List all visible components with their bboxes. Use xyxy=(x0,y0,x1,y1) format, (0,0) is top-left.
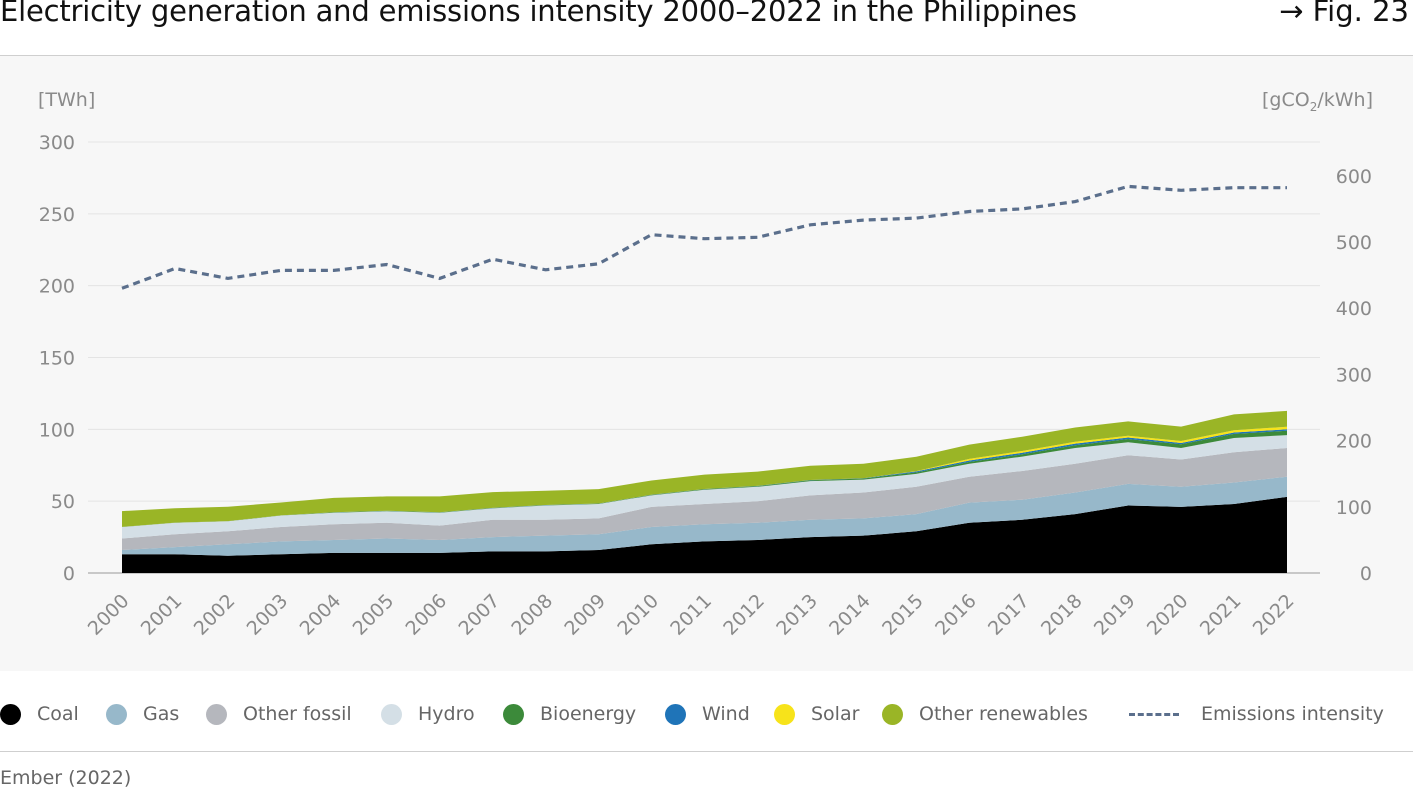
x-tick-label: 2020 xyxy=(1143,590,1193,640)
page-title: Electricity generation and emissions int… xyxy=(0,0,1077,28)
left-tick-label: 50 xyxy=(51,491,75,513)
left-tick-label: 150 xyxy=(39,348,75,370)
x-tick-label: 2008 xyxy=(507,590,557,640)
left-tick-label: 250 xyxy=(39,204,75,226)
figure-reference: → Fig. 23 xyxy=(1279,0,1409,28)
dashed-line-icon xyxy=(1129,712,1179,716)
legend-item-solar: Solar xyxy=(774,697,859,731)
x-tick-label: 2001 xyxy=(137,590,187,640)
right-tick-label: 500 xyxy=(1336,232,1372,254)
left-tick-label: 100 xyxy=(39,419,75,441)
circle-swatch-icon xyxy=(882,703,903,725)
x-tick-label: 2014 xyxy=(825,590,875,640)
right-tick-label: 0 xyxy=(1360,563,1372,585)
x-tick-label: 2013 xyxy=(772,590,822,640)
x-tick-label: 2006 xyxy=(402,590,452,640)
legend-label: Bioenergy xyxy=(540,703,637,725)
other_fossil-area xyxy=(122,448,1287,550)
circle-swatch-icon xyxy=(106,703,127,725)
legend-label: Solar xyxy=(811,703,860,725)
circle-swatch-icon xyxy=(0,703,21,725)
legend-item-wind: Wind xyxy=(665,697,750,731)
circle-swatch-icon xyxy=(665,703,686,725)
x-tick-label: 2002 xyxy=(190,590,240,640)
emissions-intensity-line xyxy=(121,184,1287,290)
left-tick-label: 300 xyxy=(39,132,75,154)
header: Electricity generation and emissions int… xyxy=(0,0,1413,34)
hydro-area xyxy=(122,435,1287,539)
chart-svg: 0 50 100 150 200 250 300 0 100 200 300 400 500 600 [TW… xyxy=(38,89,1373,640)
legend-item-coal: Coal xyxy=(0,697,79,731)
x-tick-label: 2017 xyxy=(984,590,1034,640)
chart-panel: 0 50 100 150 200 250 300 0 100 200 300 400 500 600 [TW… xyxy=(0,56,1413,671)
legend-label: Gas xyxy=(143,703,180,725)
right-tick-label: 100 xyxy=(1336,497,1372,519)
x-tick-label: 2018 xyxy=(1037,590,1087,640)
legend-label: Hydro xyxy=(418,703,475,725)
stacked-areas xyxy=(122,410,1287,573)
legend-label: Other renewables xyxy=(919,703,1088,725)
x-tick-label: 2003 xyxy=(243,590,293,640)
legend-item-emissions: Emissions intensity xyxy=(1129,697,1384,731)
legend-item-bioenergy: Bioenergy xyxy=(503,697,636,731)
bottom-divider xyxy=(0,751,1413,752)
x-tick-label: 2022 xyxy=(1249,590,1299,640)
x-tick-label: 2012 xyxy=(719,590,769,640)
legend-item-other_fossil: Other fossil xyxy=(206,697,352,731)
circle-swatch-icon xyxy=(206,703,227,725)
circle-swatch-icon xyxy=(774,703,795,725)
left-axis-label: [TWh] xyxy=(38,89,95,111)
x-tick-label: 2005 xyxy=(349,590,399,640)
top-divider xyxy=(0,55,1413,56)
x-tick-label: 2011 xyxy=(666,590,716,640)
gas-area xyxy=(122,476,1287,556)
emissions-line-group xyxy=(121,184,1287,290)
circle-swatch-icon xyxy=(381,703,402,725)
right-tick-label: 400 xyxy=(1336,298,1372,320)
legend-label: Wind xyxy=(702,703,750,725)
legend-label: Coal xyxy=(37,703,79,725)
legend-label: Emissions intensity xyxy=(1201,703,1384,725)
source-note: Ember (2022) xyxy=(0,767,132,789)
x-tick-label: 2007 xyxy=(454,590,504,640)
legend-item-other_renewables: Other renewables xyxy=(882,697,1088,731)
right-tick-label: 300 xyxy=(1336,364,1372,386)
x-tick-label: 2016 xyxy=(931,590,981,640)
other_renewables-area xyxy=(122,410,1287,527)
legend-item-gas: Gas xyxy=(106,697,179,731)
right-tick-label: 200 xyxy=(1336,431,1372,453)
x-tick-label: 2019 xyxy=(1090,590,1140,640)
x-tick-label: 2004 xyxy=(296,590,346,640)
x-tick-label: 2000 xyxy=(84,590,134,640)
legend-label: Other fossil xyxy=(243,703,352,725)
x-tick-label: 2009 xyxy=(560,590,610,640)
left-tick-label: 0 xyxy=(63,563,75,585)
right-tick-label: 600 xyxy=(1336,166,1372,188)
x-tick-label: 2021 xyxy=(1196,590,1246,640)
coal-area xyxy=(122,496,1287,573)
left-tick-label: 200 xyxy=(39,276,75,298)
legend: Coal Gas Other fossil Hydro Bioenergy Wind Sol… xyxy=(0,697,1413,731)
x-tick-label: 2015 xyxy=(878,590,928,640)
right-axis-label: [gCO2/kWh] xyxy=(1262,89,1373,114)
circle-swatch-icon xyxy=(503,703,524,725)
legend-item-hydro: Hydro xyxy=(381,697,475,731)
x-tick-label: 2010 xyxy=(613,590,663,640)
